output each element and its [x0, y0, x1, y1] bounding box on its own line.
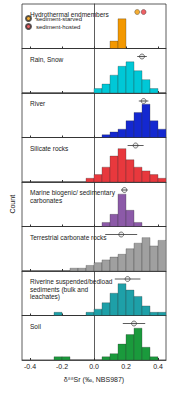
svg-text:Terrestrial carbonate rocks: Terrestrial carbonate rocks [30, 234, 107, 241]
svg-text:River: River [30, 100, 46, 107]
svg-text:-0.4: -0.4 [24, 363, 36, 370]
svg-text:sediment-starved: sediment-starved [36, 15, 82, 22]
svg-text:0.4: 0.4 [153, 363, 163, 370]
svg-text:Marine biogenic/ sedimentary: Marine biogenic/ sedimentary [30, 189, 117, 197]
svg-text:sediments (bulk and: sediments (bulk and [30, 285, 90, 293]
svg-text:-0.2: -0.2 [56, 363, 68, 370]
svg-text:Silicate rocks: Silicate rocks [30, 145, 69, 152]
svg-text:Soil: Soil [30, 323, 41, 330]
svg-text:leachates): leachates) [30, 293, 60, 301]
svg-text:0.2: 0.2 [121, 363, 131, 370]
svg-text:0.0: 0.0 [89, 363, 99, 370]
svg-text:sediment-hosted: sediment-hosted [36, 24, 80, 30]
svg-text:carbonates: carbonates [30, 197, 63, 204]
svg-text:Hydrothermal endmembers: Hydrothermal endmembers [30, 11, 110, 19]
svg-text:δ⁸⁸Sr (‰, NBS987): δ⁸⁸Sr (‰, NBS987) [64, 376, 124, 384]
svg-text:Riverine suspended/bedload: Riverine suspended/bedload [30, 278, 115, 286]
svg-text:Count: Count [9, 195, 16, 214]
svg-text:Rain, Snow: Rain, Snow [30, 56, 64, 63]
